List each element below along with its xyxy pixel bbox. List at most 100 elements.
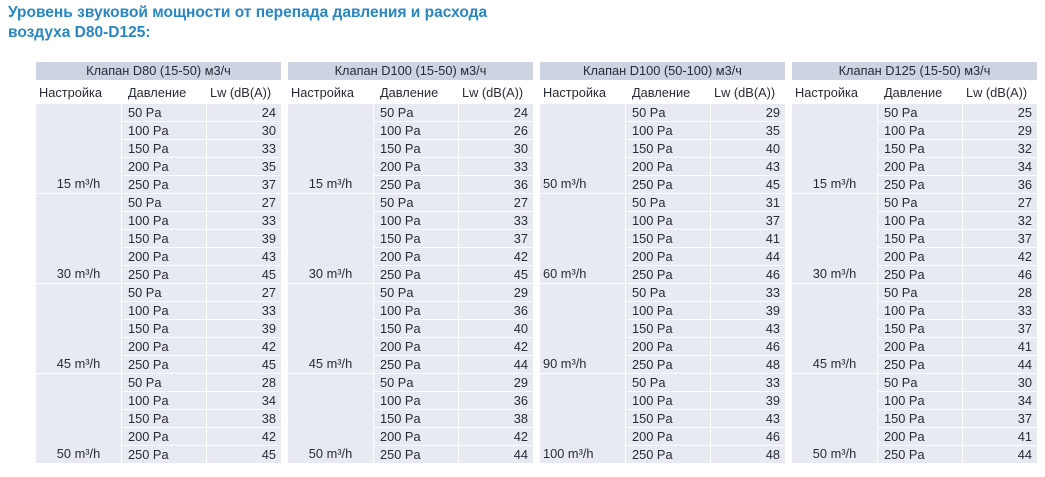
table-row: 100 Pa 30 [122,122,281,140]
table-row: 100 Pa 33 [878,302,1037,320]
lw-cell: 40 [765,141,780,156]
tables-section: Клапан D80 (15-50) м3/ч Настройка Давлен… [36,62,1037,464]
table-row: 200 Pa 33 [374,158,533,176]
lw-cell: 32 [1017,213,1032,228]
table-row: 50 Pa 30 [878,374,1037,392]
setting-cell: 45 m³/h [288,284,374,373]
setting-cell: 50 m³/h [288,374,374,463]
table-row: 250 Pa 48 [626,446,785,463]
page-title-line-2: воздуха D80-D125: [8,24,151,41]
lw-cell: 27 [513,195,528,210]
table-row: 50 Pa 24 [122,104,281,122]
group-rows: 50 Pa 24 100 Pa 30 150 Pa 33 200 Pa 35 250 Pa 37 [122,104,281,193]
pressure-cell: 50 Pa [626,284,711,301]
pressure-cell: 50 Pa [374,194,459,211]
pressure-cell: 100 Pa [878,212,963,229]
table-row: 200 Pa 34 [878,158,1037,176]
page-title-line-1: Уровень звуковой мощности от перепада да… [8,4,488,21]
lw-cell: 48 [765,357,780,372]
pressure-cell: 50 Pa [374,374,459,391]
pressure-cell: 250 Pa [374,356,459,373]
flow-group: 15 m³/h 50 Pa 24 100 Pa 26 150 Pa 30 200 Pa 33 25… [288,104,533,194]
table-row: 200 Pa 44 [626,248,785,266]
flow-group: 45 m³/h 50 Pa 29 100 Pa 36 150 Pa 40 200 Pa 42 25… [288,284,533,374]
table-row: 150 Pa 37 [878,230,1037,248]
flow-group: 50 m³/h 50 Pa 29 100 Pa 35 150 Pa 40 200 Pa 43 25… [540,104,785,194]
lw-cell: 37 [261,177,276,192]
pressure-cell: 200 Pa [122,248,207,265]
pressure-cell: 150 Pa [626,140,711,157]
lw-cell: 46 [765,429,780,444]
lw-cell: 26 [513,123,528,138]
table-row: 200 Pa 43 [626,158,785,176]
table-row: 100 Pa 34 [122,392,281,410]
lw-cell: 45 [765,177,780,192]
table-row: 50 Pa 33 [626,284,785,302]
table-row: 100 Pa 39 [626,302,785,320]
table-row: 250 Pa 45 [374,266,533,283]
lw-cell: 30 [1017,375,1032,390]
flow-group: 15 m³/h 50 Pa 25 100 Pa 29 150 Pa 32 200 Pa 34 25… [792,104,1037,194]
lw-cell: 41 [765,231,780,246]
flow-group: 45 m³/h 50 Pa 27 100 Pa 33 150 Pa 39 200 Pa 42 25… [36,284,281,374]
group-rows: 50 Pa 30 100 Pa 34 150 Pa 37 200 Pa 41 250 Pa 44 [878,374,1037,463]
pressure-cell: 200 Pa [626,248,711,265]
lw-cell: 34 [1017,159,1032,174]
pressure-cell: 50 Pa [122,194,207,211]
pressure-cell: 100 Pa [374,212,459,229]
table-row: 150 Pa 39 [122,230,281,248]
pressure-cell: 200 Pa [626,338,711,355]
table-row: 250 Pa 46 [626,266,785,283]
pressure-cell: 50 Pa [626,194,711,211]
table-row: 150 Pa 37 [878,320,1037,338]
pressure-cell: 100 Pa [122,392,207,409]
flow-group: 60 m³/h 50 Pa 31 100 Pa 37 150 Pa 41 200 Pa 44 25… [540,194,785,284]
valve-table: Клапан D125 (15-50) м3/ч Настройка Давле… [792,62,1037,464]
lw-cell: 33 [513,213,528,228]
lw-cell: 30 [513,141,528,156]
table-row: 50 Pa 28 [122,374,281,392]
pressure-cell: 50 Pa [122,374,207,391]
flow-group: 50 m³/h 50 Pa 30 100 Pa 34 150 Pa 37 200 Pa 41 25… [792,374,1037,464]
lw-cell: 33 [261,141,276,156]
pressure-cell: 200 Pa [122,338,207,355]
lw-cell: 43 [765,411,780,426]
pressure-cell: 150 Pa [122,230,207,247]
pressure-cell: 200 Pa [122,158,207,175]
pressure-cell: 100 Pa [878,392,963,409]
pressure-cell: 50 Pa [122,104,207,121]
table-row: 200 Pa 42 [374,338,533,356]
table-row: 200 Pa 46 [626,428,785,446]
lw-cell: 33 [513,159,528,174]
lw-cell: 46 [1017,267,1032,282]
column-header-lw: Lw (dB(A)) [210,84,272,100]
pressure-cell: 200 Pa [878,158,963,175]
table-row: 200 Pa 42 [374,428,533,446]
lw-cell: 43 [765,159,780,174]
lw-cell: 35 [765,123,780,138]
table-row: 100 Pa 26 [374,122,533,140]
table-title: Клапан D125 (15-50) м3/ч [792,62,1037,80]
table-row: 50 Pa 25 [878,104,1037,122]
table-body: 15 m³/h 50 Pa 24 100 Pa 30 150 Pa 33 200 Pa 35 25… [36,104,281,464]
table-row: 100 Pa 37 [626,212,785,230]
pressure-cell: 50 Pa [626,374,711,391]
lw-cell: 45 [261,267,276,282]
group-rows: 50 Pa 27 100 Pa 32 150 Pa 37 200 Pa 42 250 Pa 46 [878,194,1037,283]
pressure-cell: 100 Pa [122,122,207,139]
setting-cell: 45 m³/h [792,284,878,373]
pressure-cell: 250 Pa [122,446,207,463]
pressure-cell: 200 Pa [122,428,207,445]
pressure-cell: 250 Pa [374,176,459,193]
column-header-pressure: Давление [380,84,439,100]
lw-cell: 33 [261,213,276,228]
group-rows: 50 Pa 29 100 Pa 36 150 Pa 40 200 Pa 42 250 Pa 44 [374,284,533,373]
pressure-cell: 200 Pa [374,248,459,265]
pressure-cell: 150 Pa [878,140,963,157]
table-row: 200 Pa 42 [122,338,281,356]
table-row: 250 Pa 36 [878,176,1037,193]
table-row: 150 Pa 43 [626,320,785,338]
lw-cell: 41 [1017,339,1032,354]
pressure-cell: 100 Pa [626,122,711,139]
lw-cell: 48 [765,447,780,462]
